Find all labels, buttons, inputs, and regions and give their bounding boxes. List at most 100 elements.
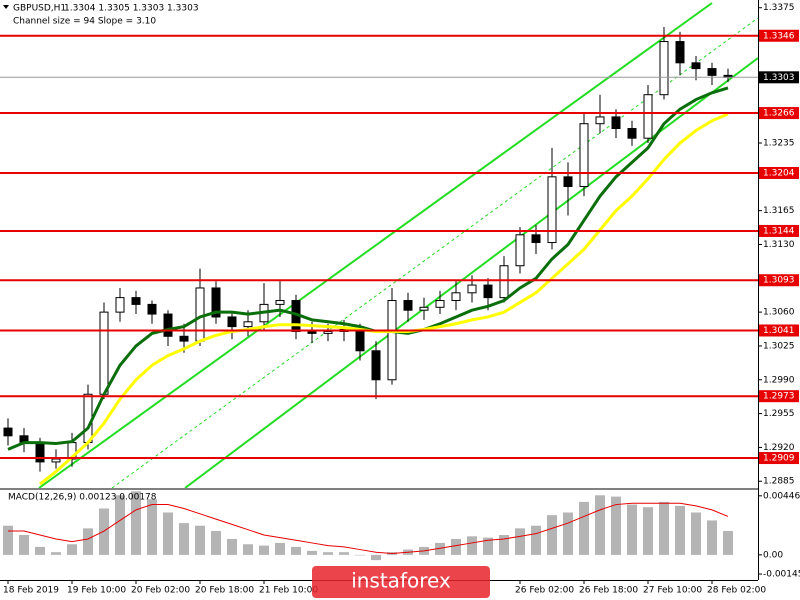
macd-bar: [99, 508, 109, 555]
level-label: 1.3093: [763, 276, 795, 286]
level-box: [759, 452, 799, 465]
macd-bar: [259, 545, 269, 555]
macd-bar: [691, 512, 701, 555]
x-tick-label: 18 Feb 2019: [3, 586, 59, 596]
macd-bar: [115, 495, 125, 555]
macd-bar: [499, 535, 509, 555]
macd-signal: [8, 502, 729, 555]
macd-bar: [195, 525, 205, 555]
candle-body: [403, 300, 413, 311]
candle-body: [275, 300, 285, 305]
y-tick-label: 0.00: [763, 550, 783, 560]
macd-bar: [51, 552, 61, 555]
macd-bar: [131, 491, 141, 555]
price-pane: [0, 2, 758, 488]
macd-bar: [83, 528, 93, 555]
candle-body: [579, 123, 589, 188]
level-box: [759, 390, 799, 403]
candle-body: [99, 311, 109, 395]
level-label: 1.3346: [763, 31, 795, 41]
macd-bar: [275, 542, 285, 555]
candle-body: [643, 94, 653, 139]
macd-bar: [435, 542, 445, 555]
candle-body: [83, 393, 93, 444]
candle-body: [563, 176, 573, 188]
level-label: 1.2973: [763, 392, 795, 402]
level-label: 1.3266: [763, 109, 795, 119]
symbol-title: GBPUSD,H1: [13, 4, 66, 14]
candle-body: [195, 287, 205, 342]
level-box: [759, 274, 799, 287]
ohlc-text: 1.3304 1.3305 1.3303 1.3303: [64, 4, 199, 14]
current-price-box: [759, 71, 799, 84]
y-tick-label: -0.00145: [763, 570, 800, 580]
macd-bar: [323, 552, 333, 555]
candle-body: [595, 116, 605, 125]
macd-bar: [67, 544, 77, 555]
candle-body: [51, 458, 61, 463]
channel-middle: [111, 17, 758, 488]
x-tick-label: 21 Feb 10:00: [259, 586, 318, 596]
level-box: [759, 166, 799, 179]
macd-title: MACD(12,26,9) 0.00123 0.00178: [8, 493, 157, 503]
watermark-band: [312, 566, 490, 598]
candle-body: [387, 300, 397, 381]
current-price-label: 1.3303: [763, 73, 795, 83]
x-tick-label: 28 Feb 02:00: [707, 586, 766, 596]
channel-upper: [38, 2, 713, 488]
axes: 1.3375 1.3235 1.3165 1.3130 1.3060 1.3025 1.29…: [3, 3, 800, 595]
level-label: 1.3144: [763, 226, 795, 236]
macd-bar: [643, 507, 653, 555]
macd-bar: [291, 546, 301, 555]
candle-body: [515, 234, 525, 267]
macd-bar: [723, 531, 733, 555]
level-box: [759, 224, 799, 237]
candle-body: [163, 313, 173, 337]
candle-body: [627, 128, 637, 139]
candle-body: [147, 303, 157, 315]
candle-body: [611, 116, 621, 130]
channel-annotation: Channel size = 94 Slope = 3.10: [13, 17, 156, 27]
candle-body: [691, 62, 701, 70]
macd-bar: [339, 552, 349, 555]
candle-body: [451, 292, 461, 302]
candle-body: [307, 330, 317, 334]
macd-bar: [179, 523, 189, 555]
macd-bar: [371, 554, 381, 561]
x-tick-label: 27 Feb 10:00: [643, 586, 702, 596]
candle-body: [675, 41, 685, 64]
candle-body: [211, 287, 221, 318]
candle-body: [115, 297, 125, 313]
candle-body: [531, 234, 541, 244]
candle-body: [547, 176, 557, 244]
y-tick-label: 1.2990: [763, 375, 795, 385]
macd-bar: [227, 538, 237, 555]
level-box: [759, 29, 799, 42]
macd-bar: [467, 536, 477, 555]
x-tick-label: 20 Feb 18:00: [195, 586, 254, 596]
watermark: instaforex: [351, 569, 451, 593]
macd-bar: [19, 535, 29, 555]
macd-bar: [451, 538, 461, 555]
candle-body: [3, 427, 13, 437]
candle-body: [707, 68, 717, 76]
channel-lower: [184, 57, 758, 488]
y-tick-label: 1.3025: [763, 341, 795, 351]
candle-body: [179, 335, 189, 342]
macd-bar: [163, 512, 173, 555]
macd-bar: [3, 525, 13, 555]
y-tick-label: 1.3235: [763, 139, 795, 149]
candle-body: [435, 300, 445, 308]
candle-body: [243, 321, 253, 328]
y-tick-label: 1.3130: [763, 240, 795, 250]
candle-body: [323, 330, 333, 334]
macd-bar: [483, 537, 493, 555]
collapse-icon: [3, 5, 9, 9]
level-box: [759, 324, 799, 337]
macd-bar: [211, 531, 221, 555]
y-tick-label: 1.3165: [763, 206, 795, 216]
macd-bar: [547, 515, 557, 555]
y-tick-label: 1.2885: [763, 477, 795, 487]
macd-bar: [595, 495, 605, 555]
